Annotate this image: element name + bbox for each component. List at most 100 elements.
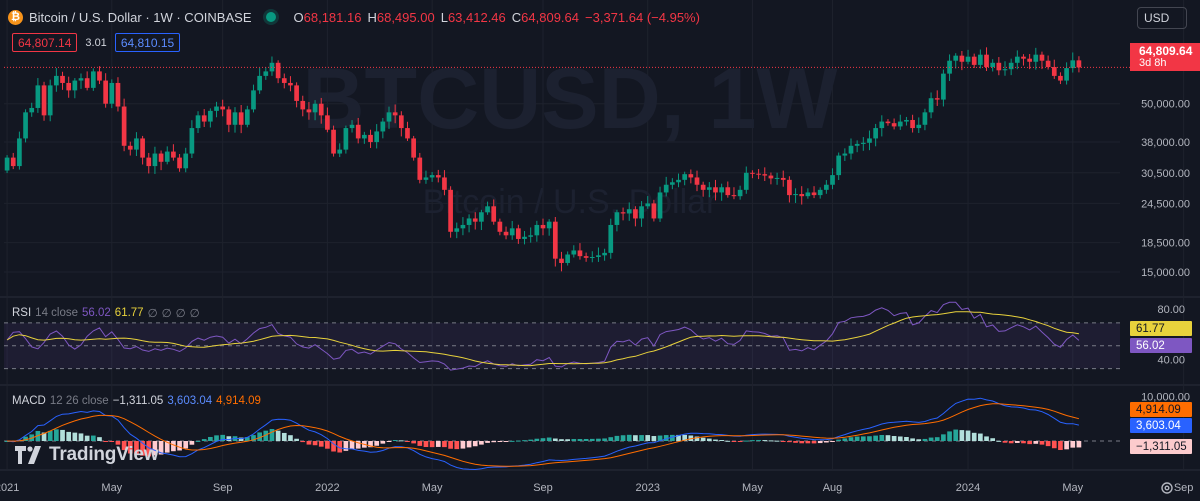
- buy-button[interactable]: 64,810.15: [114, 33, 181, 52]
- macd-histogram-bar: [602, 438, 607, 441]
- candle-body: [47, 85, 53, 116]
- candle-body: [528, 235, 534, 237]
- candle-body: [503, 231, 509, 236]
- macd-histogram-bar: [146, 441, 152, 457]
- candle-body: [294, 85, 299, 101]
- rsi-value: 56.02: [82, 307, 111, 319]
- candle-body: [1070, 60, 1076, 69]
- candle-body: [559, 258, 564, 263]
- candle-body: [374, 131, 380, 143]
- macd-histogram-bar: [374, 441, 380, 446]
- candle-body: [435, 175, 441, 178]
- symbol-legend[interactable]: ₿ Bitcoin / U.S. Dollar · 1W · COINBASE …: [8, 8, 702, 26]
- macd-histogram-bar: [774, 440, 780, 442]
- candle-body: [922, 112, 928, 125]
- macd-histogram-bar: [448, 441, 453, 449]
- candle-body: [460, 224, 466, 229]
- rsi-tick-label: 40.00: [1157, 354, 1185, 366]
- last-price-tag: 64,809.64 3d 8h: [1130, 43, 1200, 71]
- macd-legend[interactable]: MACD 12 26 close −1,311.05 3,603.04 4,91…: [12, 395, 265, 407]
- macd-histogram-bar: [552, 438, 558, 441]
- candle-body: [774, 177, 780, 179]
- macd-histogram-bar: [848, 437, 854, 441]
- high-value: 68,495.00: [376, 9, 435, 25]
- price-tick-label: 30,500.00: [1141, 168, 1190, 180]
- macd-histogram-bar: [676, 434, 681, 441]
- candle-body: [879, 121, 885, 129]
- macd-histogram-bar: [386, 441, 392, 442]
- candle-body: [1008, 62, 1014, 70]
- candle-body: [984, 54, 989, 68]
- macd-pane[interactable]: 10,000.00: [4, 391, 1190, 471]
- candle-body: [288, 82, 293, 86]
- macd-histogram-bar: [1033, 441, 1039, 444]
- candle-body: [201, 115, 207, 122]
- macd-histogram-bar: [312, 441, 318, 446]
- rsi-legend[interactable]: RSI 14 close 56.02 61.77 ∅ ∅ ∅ ∅: [12, 306, 204, 320]
- macd-histogram-bar: [700, 437, 706, 441]
- price-axis[interactable]: 50,000.00 38,000.00 30,500.00 24,500.00 18,5…: [1141, 99, 1190, 279]
- currency-button[interactable]: USD: [1137, 7, 1187, 29]
- macd-histogram-bar: [288, 435, 293, 441]
- macd-histogram-bar: [164, 441, 170, 453]
- bar-countdown: 3d 8h: [1139, 57, 1167, 69]
- candle-body: [398, 115, 404, 129]
- candle-body: [1064, 68, 1069, 81]
- macd-histogram-bar: [171, 441, 176, 452]
- low-key: L: [440, 9, 448, 25]
- tradingview-logo[interactable]: TradingView: [15, 444, 159, 466]
- macd-histogram-bar: [263, 430, 269, 441]
- candle-body: [127, 145, 133, 150]
- candle-body: [965, 56, 971, 62]
- time-tick-label: 2021: [0, 482, 19, 494]
- macd-histogram-bar: [103, 441, 108, 442]
- macd-histogram-bar: [306, 441, 312, 445]
- candle-body: [571, 250, 577, 255]
- candle-body: [41, 85, 47, 116]
- macd-histogram-bar: [780, 441, 786, 442]
- macd-histogram-bar: [1039, 441, 1045, 445]
- macd-histogram-bar: [121, 441, 127, 451]
- sell-button[interactable]: 64,807.14: [12, 33, 78, 52]
- macd-histogram-bar: [208, 436, 213, 441]
- market-status-icon[interactable]: [265, 12, 276, 22]
- close-key: C: [511, 9, 522, 25]
- tradingview-brand: TradingView: [49, 444, 159, 465]
- candle-body: [1033, 54, 1039, 62]
- candle-body: [448, 189, 453, 232]
- candle-body: [392, 112, 398, 116]
- macd-histogram-bar: [460, 441, 466, 449]
- candle-body: [1051, 67, 1057, 76]
- macd-histogram-bar: [645, 435, 651, 441]
- price-tick-label: 50,000.00: [1141, 99, 1190, 111]
- macd-histogram-bar: [435, 441, 441, 447]
- candle-body: [226, 109, 232, 125]
- macd-histogram-bar: [337, 441, 343, 453]
- time-tick-label: 2022: [315, 482, 339, 494]
- macd-histogram-bar: [879, 435, 885, 441]
- candle-body: [639, 206, 644, 219]
- symbol-title[interactable]: Bitcoin / U.S. Dollar · 1W · COINBASE: [29, 9, 252, 25]
- macd-histogram-bar: [737, 441, 743, 442]
- macd-histogram-bar: [1070, 441, 1076, 448]
- time-tick-label: 2023: [635, 482, 659, 494]
- candle-body: [115, 82, 121, 107]
- candle-body: [602, 252, 607, 256]
- candle-body: [442, 177, 447, 190]
- macd-histogram-bar: [713, 439, 718, 441]
- macd-histogram-bar: [1014, 441, 1020, 443]
- candle-body: [971, 56, 977, 65]
- rsi-pane[interactable]: 80.00 40.00: [4, 301, 1185, 371]
- gear-icon[interactable]: [1159, 480, 1175, 496]
- macd-histogram-bar: [934, 437, 940, 441]
- candle-body: [331, 129, 336, 154]
- macd-histogram-bar: [343, 441, 349, 451]
- time-axis[interactable]: 2021 May Sep 2022 May Sep 2023 May Aug 2024 May Sep: [0, 482, 1193, 494]
- candle-body: [645, 203, 651, 207]
- macd-histogram-bar: [1045, 441, 1051, 447]
- macd-histogram-bar: [959, 430, 965, 441]
- candle-body: [663, 184, 669, 193]
- candle-body: [491, 206, 497, 222]
